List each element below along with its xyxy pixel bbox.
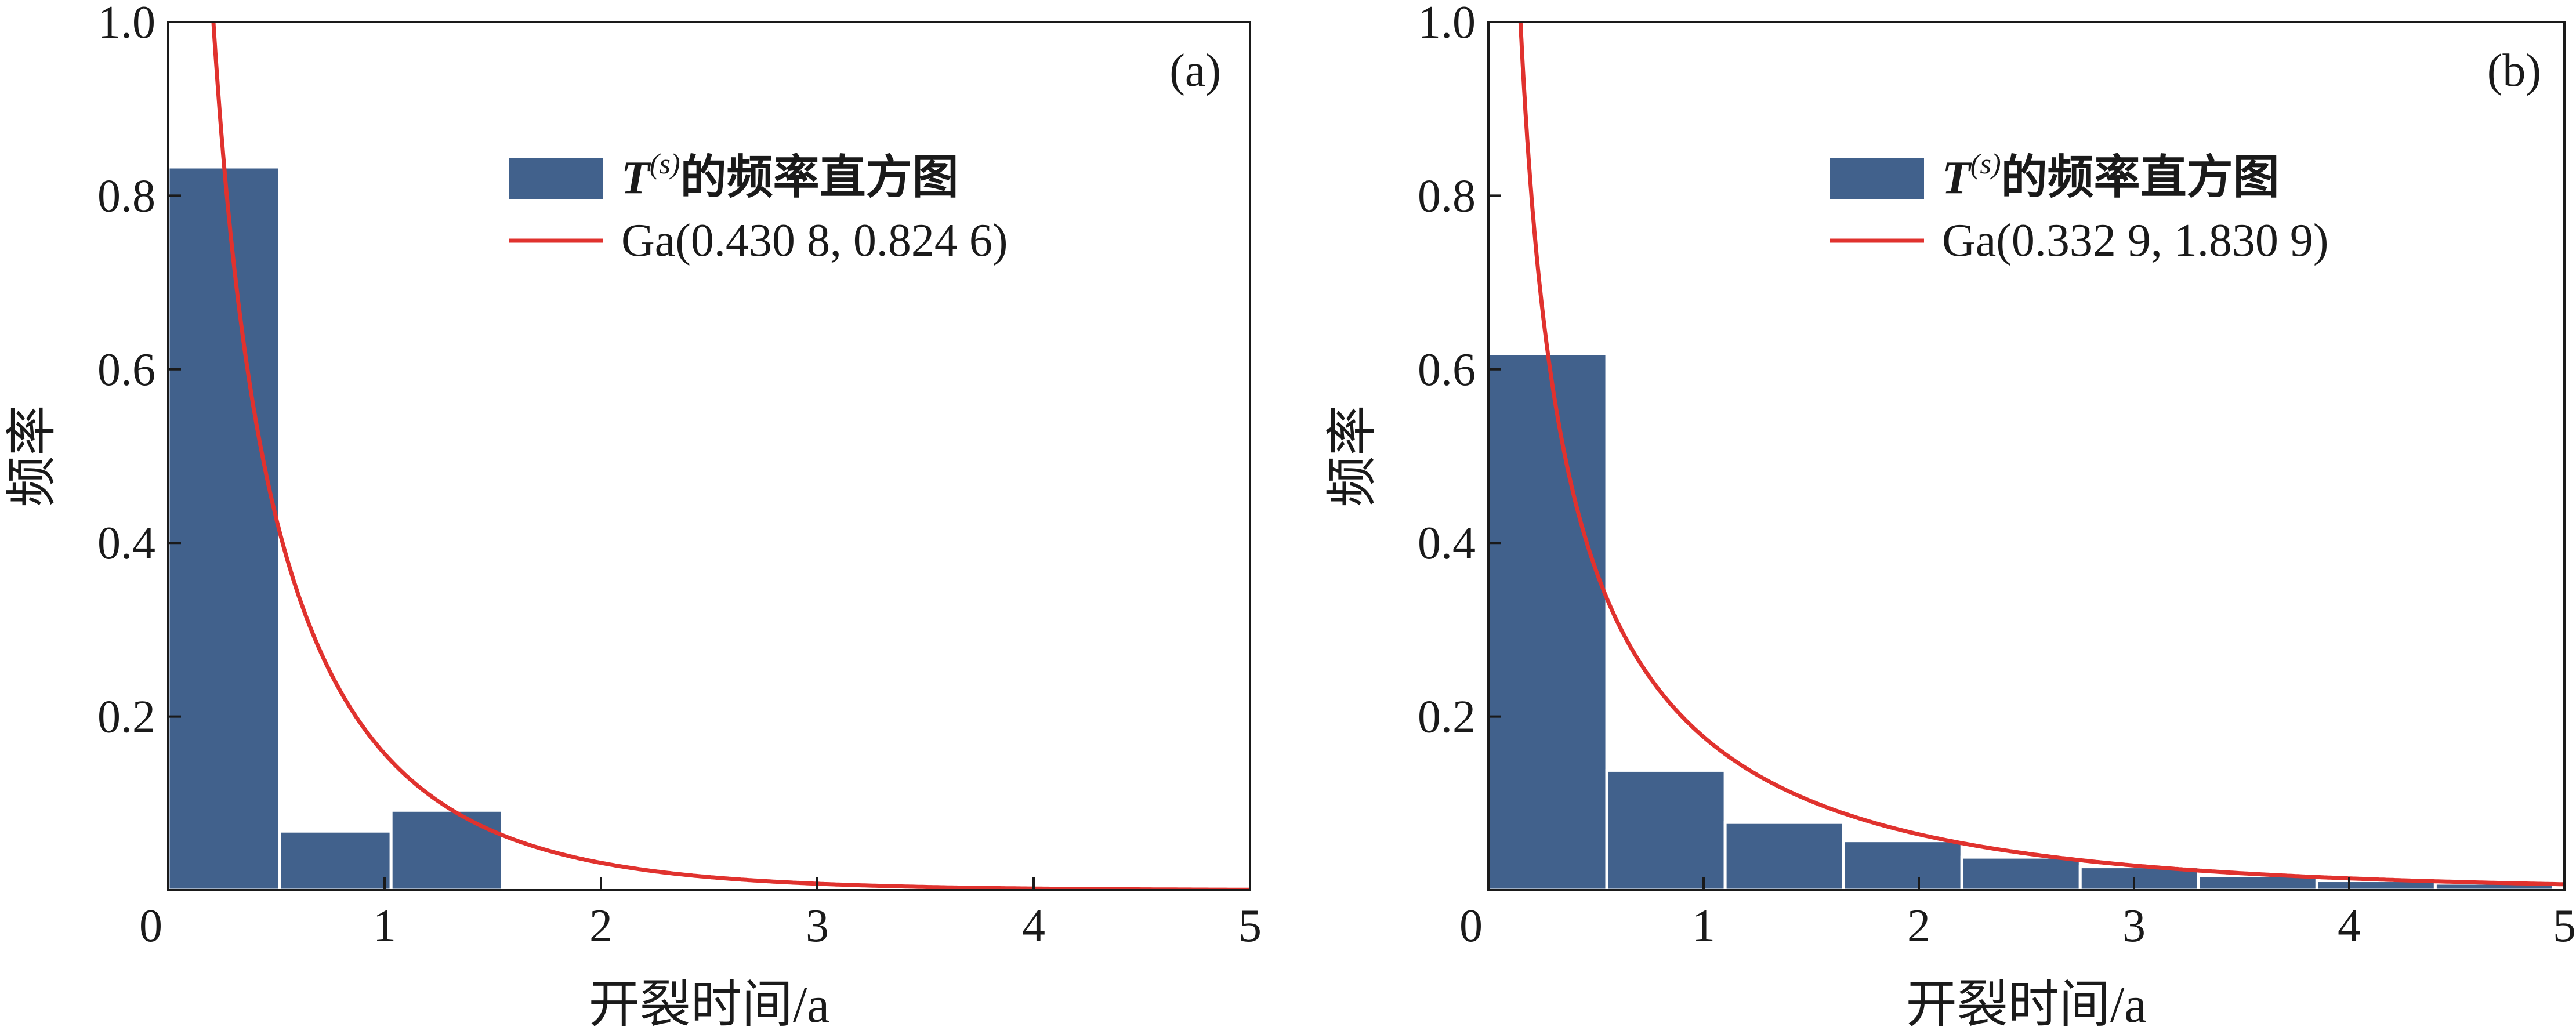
histogram-bar [278, 829, 393, 890]
y-tick-label: 0.4 [1418, 518, 1476, 569]
legend-bar-swatch [509, 158, 603, 199]
x-tick-label: 3 [806, 901, 829, 952]
legend-symbol: T [621, 153, 651, 204]
legend-superscript: (s) [650, 147, 680, 180]
histogram-bar [168, 165, 281, 890]
histogram-bar [389, 808, 504, 890]
axes-frame [1487, 21, 2566, 891]
y-axis-title: 频率 [5, 405, 61, 507]
x-tick-label: 5 [1238, 901, 1262, 952]
axes-frame [167, 21, 1251, 891]
y-tick-label: 0.6 [1418, 344, 1476, 396]
histogram-bar [1723, 821, 1845, 890]
y-tick-label: 1.0 [97, 0, 155, 48]
histogram-bar [1488, 352, 1608, 890]
legend-symbol: T [1942, 153, 1972, 204]
gamma-fit-curve [1518, 22, 2564, 887]
x-tick-label: 2 [1907, 901, 1930, 952]
x-tick-label: 3 [2122, 901, 2146, 952]
x-axis-title: 开裂时间/a [589, 977, 830, 1033]
histogram-bar [1605, 768, 1727, 890]
plot-area [168, 22, 1250, 890]
panel-tag: (b) [2487, 45, 2541, 96]
x-tick-label: 2 [589, 901, 613, 952]
y-tick-label: 0.8 [1418, 170, 1476, 222]
histogram-bar [1960, 855, 2082, 890]
legend: T(s)的频率直方图 Ga(0.430 8, 0.824 6) [509, 147, 1008, 266]
y-tick-label: 1.0 [1418, 0, 1476, 48]
legend-suffix: 的频率直方图 [680, 153, 959, 204]
legend-curve-label: Ga(0.430 8, 0.824 6) [621, 215, 1008, 266]
y-tick-label: 0.2 [1418, 692, 1476, 743]
histogram-bar [1842, 839, 1963, 890]
legend-curve-label: Ga(0.332 9, 1.830 9) [1942, 215, 2329, 266]
x-tick-label: 4 [2338, 901, 2361, 952]
plot-area [1488, 22, 2564, 890]
x-tick-label: 5 [2553, 901, 2576, 952]
panel-b: 0 1 2 3 4 5 0.2 0.4 0.6 0.8 1.0 (b) T(s)的频率直方图 Ga(0.3… [1325, 0, 2576, 1033]
legend-superscript: (s) [1970, 147, 2001, 180]
x-tick-label: 4 [1022, 901, 1045, 952]
legend-suffix: 的频率直方图 [2001, 153, 2280, 204]
legend-histogram-label: T(s)的频率直方图 [621, 147, 959, 204]
y-tick-label: 0.8 [97, 170, 155, 222]
panel-tag: (a) [1169, 45, 1221, 96]
x-tick-label: 0 [139, 901, 162, 952]
y-tick-label: 0.4 [97, 518, 155, 569]
panel-a: 0 1 2 3 4 5 0.2 0.4 0.6 0.8 1.0 (a) T(s)的频率直方图 Ga(0.4… [5, 0, 1262, 1033]
x-tick-label: 0 [1459, 901, 1483, 952]
x-axis-title: 开裂时间/a [1906, 977, 2147, 1033]
y-tick-label: 0.6 [97, 344, 155, 396]
x-tick-label: 1 [1692, 901, 1715, 952]
x-tick-label: 1 [373, 901, 396, 952]
gamma-fit-curve [211, 22, 1250, 890]
legend: T(s)的频率直方图 Ga(0.332 9, 1.830 9) [1830, 147, 2329, 266]
legend-histogram-label: T(s)的频率直方图 [1942, 147, 2280, 204]
y-tick-label: 0.2 [97, 692, 155, 743]
legend-bar-swatch [1830, 158, 1924, 199]
y-axis-title: 频率 [1325, 405, 1381, 507]
